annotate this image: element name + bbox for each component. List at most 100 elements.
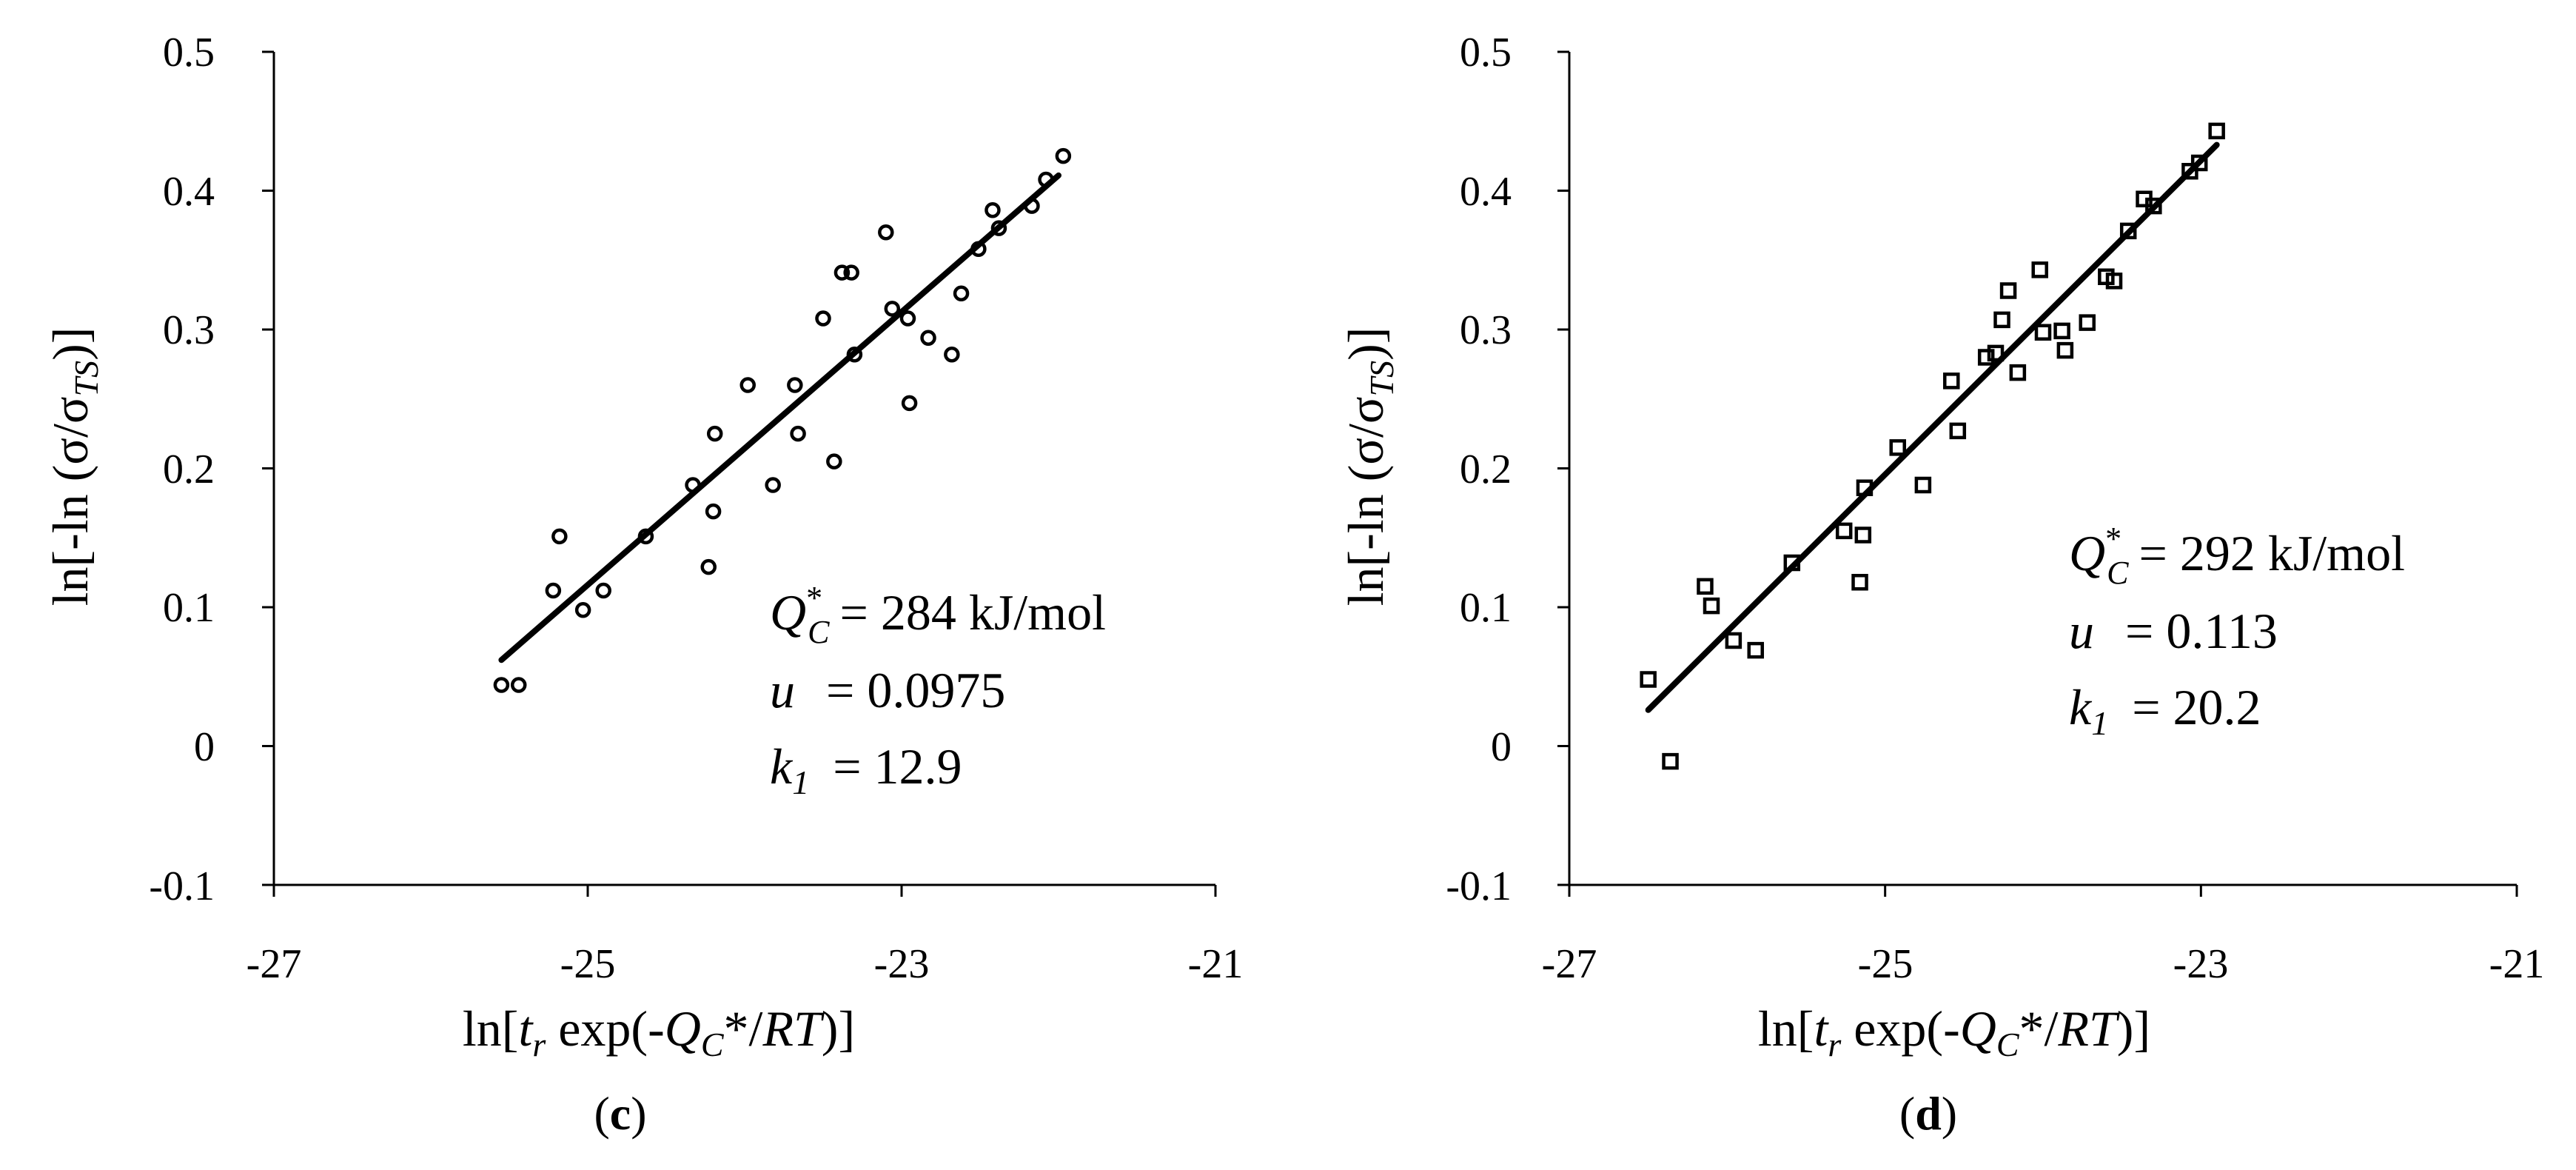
y-tick-label: 0.2 bbox=[1460, 447, 1512, 492]
data-point bbox=[1993, 311, 2010, 329]
q-annotation: Q* C = 284 kJ/mol bbox=[770, 580, 1106, 650]
data-point bbox=[2079, 314, 2096, 331]
x-tick-labels: -27 -25 -23 -21 bbox=[1542, 941, 2545, 987]
y-tick-labels: -0.1 0 0.1 0.2 0.3 0.4 0.5 bbox=[1446, 30, 1512, 909]
panel-label: (d) bbox=[1899, 1087, 1957, 1140]
data-point bbox=[1889, 439, 1906, 456]
data-point bbox=[1856, 479, 1874, 496]
data-point bbox=[1999, 282, 2017, 299]
data-point bbox=[1024, 198, 1040, 214]
data-point bbox=[846, 347, 863, 363]
data-point bbox=[1038, 171, 1054, 188]
fit-line bbox=[498, 172, 1061, 663]
x-tick-label: -23 bbox=[874, 941, 930, 987]
data-point bbox=[510, 677, 527, 693]
data-point bbox=[637, 528, 654, 545]
data-point bbox=[595, 582, 611, 599]
y-tick-label: 0.4 bbox=[163, 169, 215, 215]
data-point bbox=[2031, 261, 2048, 278]
y-tick-label: 0.3 bbox=[1460, 307, 1512, 353]
data-point bbox=[2119, 222, 2137, 240]
data-point bbox=[739, 377, 756, 393]
data-point bbox=[706, 425, 723, 442]
data-point bbox=[1914, 476, 1932, 494]
data-point bbox=[1783, 554, 1801, 572]
y-tick-label: 0.1 bbox=[1460, 585, 1512, 631]
y-tick-label: 0.2 bbox=[163, 447, 215, 492]
data-point bbox=[493, 677, 510, 693]
y-tick-label: 0 bbox=[1491, 724, 1512, 770]
fit-annotation: Q* C = 292 kJ/mol u = 0.113 k1 = 20.2 bbox=[2069, 521, 2405, 742]
data-marks bbox=[493, 147, 1072, 693]
data-point bbox=[1854, 526, 1872, 544]
data-point bbox=[901, 395, 918, 412]
k1-annotation: k1 = 12.9 bbox=[770, 738, 962, 801]
data-point bbox=[574, 602, 591, 618]
data-point bbox=[2105, 273, 2123, 290]
data-point bbox=[2208, 122, 2225, 140]
y-tick-label: 0.4 bbox=[1460, 169, 1512, 215]
data-point bbox=[944, 347, 960, 363]
k1-annotation: k1 = 20.2 bbox=[2069, 679, 2261, 742]
data-point bbox=[1703, 597, 1720, 615]
x-tick-label: -25 bbox=[560, 941, 616, 987]
x-axis-title: ln[tr exp(-QC*/RT)] bbox=[463, 1000, 855, 1063]
panel-c: -0.1 0 0.1 0.2 0.3 0.4 0.5 -27 -25 -23 -… bbox=[42, 30, 1243, 1140]
data-point bbox=[545, 582, 562, 599]
data-point bbox=[1725, 632, 1743, 649]
u-annotation: u = 0.0975 bbox=[770, 662, 1005, 718]
data-point bbox=[899, 310, 916, 327]
y-tick-label: 0.3 bbox=[163, 307, 215, 353]
data-point bbox=[551, 528, 568, 545]
data-point bbox=[953, 285, 970, 301]
y-tick-label: 0.5 bbox=[163, 30, 215, 76]
x-tick-label: -23 bbox=[2173, 941, 2229, 987]
data-point bbox=[1943, 372, 1960, 390]
y-tick-label: 0.5 bbox=[1460, 30, 1512, 76]
data-point bbox=[2056, 341, 2074, 359]
data-point bbox=[878, 224, 894, 241]
data-point bbox=[2145, 197, 2162, 215]
data-point bbox=[1747, 641, 1764, 659]
data-point bbox=[884, 301, 901, 317]
data-point bbox=[1835, 522, 1853, 540]
data-point bbox=[985, 202, 1001, 218]
data-point bbox=[2009, 364, 2027, 381]
x-axis-title: ln[tr exp(-QC*/RT)] bbox=[1758, 1000, 2150, 1063]
data-point bbox=[700, 558, 717, 575]
data-point bbox=[685, 477, 701, 493]
data-point bbox=[2034, 324, 2052, 341]
x-tick-label: -25 bbox=[1858, 941, 1913, 987]
data-point bbox=[1949, 422, 1967, 440]
data-point bbox=[826, 453, 842, 469]
tick-marks bbox=[1557, 50, 2518, 897]
data-point bbox=[833, 264, 851, 281]
data-point bbox=[1987, 344, 2005, 362]
data-point bbox=[1055, 147, 1072, 164]
u-annotation: u = 0.113 bbox=[2069, 603, 2278, 659]
data-marks bbox=[1640, 122, 2225, 770]
data-point bbox=[787, 377, 803, 393]
data-point bbox=[1662, 752, 1679, 770]
y-tick-label: -0.1 bbox=[1446, 863, 1512, 909]
fit-annotation: Q* C = 284 kJ/mol u = 0.0975 k1 = 12.9 bbox=[770, 580, 1106, 801]
y-tick-label: 0 bbox=[194, 724, 215, 770]
x-tick-label: -27 bbox=[1542, 941, 1597, 987]
y-tick-label: -0.1 bbox=[149, 863, 215, 909]
tick-marks bbox=[262, 50, 1217, 897]
q-annotation: Q* C = 292 kJ/mol bbox=[2069, 521, 2405, 591]
data-point bbox=[1977, 349, 1995, 366]
panel-label: (c) bbox=[594, 1087, 646, 1140]
data-point bbox=[1697, 578, 1714, 595]
data-point bbox=[2190, 154, 2208, 172]
data-point bbox=[1640, 671, 1657, 688]
y-axis-title: ln[-ln (σ/σTS)] bbox=[42, 327, 105, 606]
data-point bbox=[815, 310, 831, 327]
x-tick-label: -21 bbox=[2489, 941, 2545, 987]
panel-d: -0.1 0 0.1 0.2 0.3 0.4 0.5 -27 -25 -23 -… bbox=[1338, 30, 2544, 1140]
data-point bbox=[970, 241, 987, 257]
data-point bbox=[1851, 574, 1868, 591]
data-point bbox=[790, 425, 806, 442]
data-point bbox=[705, 503, 722, 520]
y-tick-labels: -0.1 0 0.1 0.2 0.3 0.4 0.5 bbox=[149, 30, 215, 909]
